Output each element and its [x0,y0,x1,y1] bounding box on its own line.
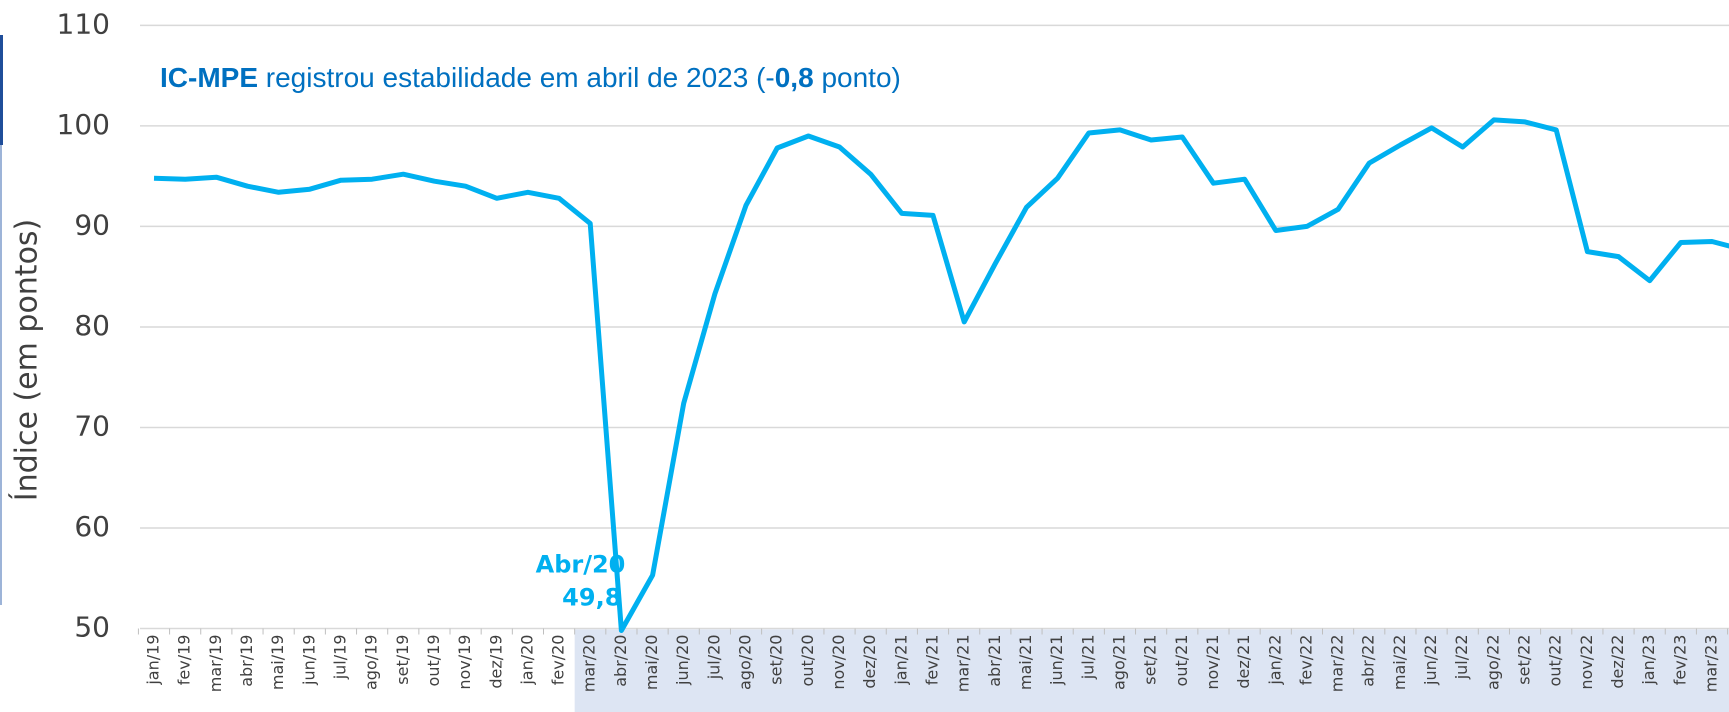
value-label: 49,8 [562,584,621,612]
x-tick-label: abr/22 [1359,635,1378,687]
y-tick-label: 70 [74,409,110,442]
x-tick-label: mar/19 [206,635,225,693]
x-tick-label: out/20 [798,635,817,687]
x-tick-label: out/19 [424,635,443,687]
highlight-band [574,629,1729,712]
annotation: Abr/20 [536,551,626,579]
x-tick-label: jan/22 [1265,635,1284,686]
x-tick-label: set/19 [393,635,412,685]
x-tick-label: jul/19 [330,635,349,681]
x-tick-label: jun/21 [1047,635,1066,686]
y-tick-label: 80 [74,309,110,342]
x-tick-label: ago/20 [736,635,755,691]
x-tick-label: out/21 [1172,635,1191,687]
x-tick-label: jul/20 [704,635,723,681]
y-axis-label: Índice (em pontos) [9,219,45,502]
x-tick-label: mar/22 [1328,635,1347,693]
x-tick-label: set/20 [767,635,786,685]
x-tick-label: jun/22 [1421,635,1440,686]
y-tick-label: 90 [74,208,110,241]
x-tick-label: fev/21 [923,635,942,686]
x-tick-label: fev/20 [549,635,568,686]
y-tick-label: 50 [74,611,110,644]
x-tick-label: fev/23 [1670,635,1689,686]
x-tick-label: jan/19 [144,635,163,686]
x-tick-label: set/22 [1515,635,1534,685]
title-part: 0,8 [775,62,814,93]
x-tick-label: dez/19 [486,635,505,689]
x-tick-label: jun/19 [299,635,318,686]
x-tick-label: dez/22 [1608,635,1627,689]
x-tick-label: jan/23 [1639,635,1658,686]
x-tick-label: fev/19 [175,635,194,686]
x-tick-label: out/22 [1546,635,1565,687]
x-tick-label: mai/21 [1016,635,1035,691]
x-tick-label: jul/22 [1452,635,1471,681]
x-tick-label: jul/21 [1078,635,1097,681]
x-tick-label: abr/19 [237,635,256,687]
x-tick-label: ago/22 [1483,635,1502,691]
series-line [153,117,1729,633]
chart-title: IC-MPE registrou estabilidade em abril d… [160,62,901,93]
x-tick-label: abr/20 [611,635,630,687]
x-tick-label: nov/19 [455,635,474,690]
title-part: registrou estabilidade em abril de 2023 … [258,62,775,93]
x-tick-label: set/21 [1141,635,1160,685]
decor-bar [0,145,2,605]
x-tick-label: jan/20 [517,635,536,686]
x-tick-label: nov/22 [1577,635,1596,690]
x-tick-label: jun/20 [673,635,692,686]
x-tick-label: mai/20 [642,635,661,691]
x-tick-label: mai/22 [1390,635,1409,691]
title-part: ponto) [814,62,901,93]
title-part: IC-MPE [160,62,258,93]
x-tick-label: ago/19 [362,635,381,691]
x-tick-label: mar/20 [580,635,599,693]
x-tick-label: mai/19 [268,635,287,691]
x-tick-label: dez/21 [1234,635,1253,689]
x-tick-label: mar/23 [1702,635,1721,693]
x-tick-label: fev/22 [1296,635,1315,686]
y-tick-label: 110 [57,7,110,40]
decor-bar [0,35,3,145]
x-tick-label: mar/21 [954,635,973,693]
y-tick-label: 100 [57,108,110,141]
x-tick-label: abr/21 [985,635,1004,687]
y-tick-label: 60 [74,510,110,543]
x-tick-label: jan/21 [891,635,910,686]
x-tick-label: nov/20 [829,635,848,690]
x-tick-label: dez/20 [860,635,879,689]
x-tick-label: nov/21 [1203,635,1222,690]
x-tick-label: ago/21 [1109,635,1128,691]
